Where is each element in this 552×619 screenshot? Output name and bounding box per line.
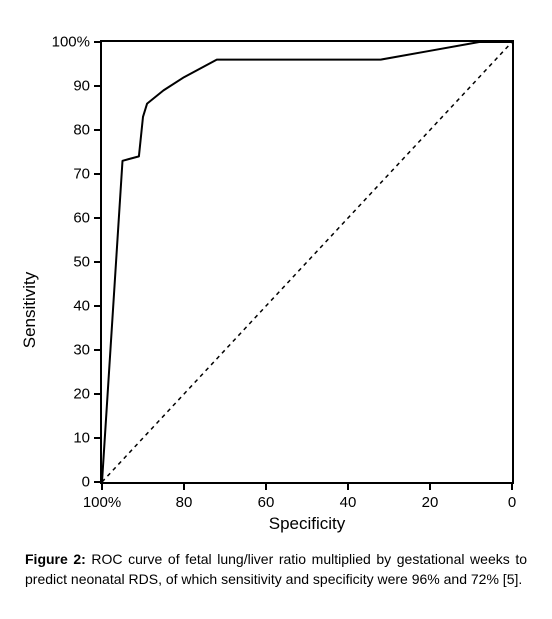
y-tick (94, 481, 100, 483)
x-tick-label: 40 (340, 494, 357, 511)
figure-caption: Figure 2: ROC curve of fetal lung/liver … (25, 550, 527, 589)
y-axis-label: Sensitivity (20, 271, 40, 348)
y-tick (94, 393, 100, 395)
x-tick (265, 484, 267, 490)
chart-svg (102, 42, 512, 482)
y-tick-label: 30 (73, 342, 90, 359)
x-axis-label: Specificity (269, 514, 346, 534)
y-tick-label: 60 (73, 210, 90, 227)
x-tick-label: 100% (83, 494, 121, 511)
x-tick (347, 484, 349, 490)
y-tick-label: 20 (73, 386, 90, 403)
y-tick (94, 41, 100, 43)
x-tick (101, 484, 103, 490)
reference-diagonal (102, 42, 512, 482)
y-tick-label: 90 (73, 78, 90, 95)
roc-chart: Sensitivity 0102030405060708090100% 100%… (20, 20, 532, 599)
caption-text: ROC curve of fetal lung/liver ratio mult… (25, 551, 527, 587)
y-tick-label: 100% (52, 34, 90, 51)
y-tick-label: 10 (73, 430, 90, 447)
x-tick (183, 484, 185, 490)
x-tick-label: 60 (258, 494, 275, 511)
figure-label: Figure 2: (25, 551, 86, 567)
x-tick-label: 20 (422, 494, 439, 511)
x-tick (511, 484, 513, 490)
y-tick-label: 40 (73, 298, 90, 315)
y-tick-label: 0 (82, 474, 90, 491)
x-tick-label: 80 (176, 494, 193, 511)
x-tick-label: 0 (508, 494, 516, 511)
y-tick (94, 173, 100, 175)
y-tick-label: 80 (73, 122, 90, 139)
y-tick (94, 261, 100, 263)
plot-area: 0102030405060708090100% 100%806040200 Sp… (100, 40, 514, 484)
y-tick (94, 349, 100, 351)
y-tick-label: 50 (73, 254, 90, 271)
y-tick (94, 85, 100, 87)
y-tick-label: 70 (73, 166, 90, 183)
y-tick (94, 129, 100, 131)
y-tick (94, 305, 100, 307)
x-tick (429, 484, 431, 490)
y-tick (94, 217, 100, 219)
y-tick (94, 437, 100, 439)
